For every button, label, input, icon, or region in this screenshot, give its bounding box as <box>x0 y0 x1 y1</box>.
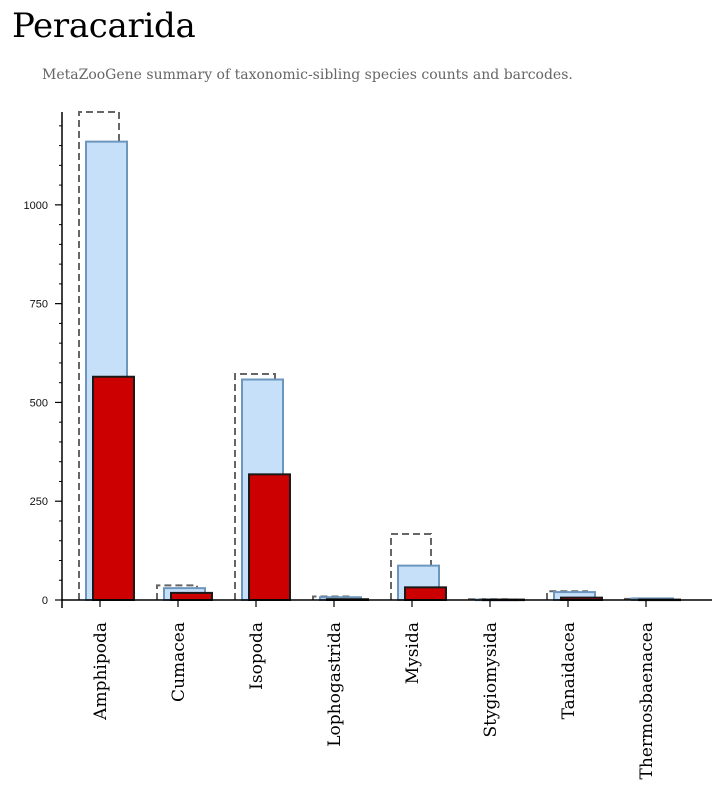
red-bar <box>170 591 213 602</box>
red-bar-series <box>92 375 681 602</box>
x-tick-label: Mysida <box>403 622 423 684</box>
red-bar <box>404 586 447 602</box>
y-axis-ticks: 0 250 500 750 1000 <box>24 200 62 607</box>
x-axis-ticks: Amphipoda Cumacea Isopoda Lophogastrida Mysi… <box>91 600 657 779</box>
x-tick-label: Stygiomysida <box>481 622 501 738</box>
y-tick-label: 1000 <box>24 200 48 212</box>
dashed-bar-series <box>78 111 666 601</box>
x-tick-label: Cumacea <box>169 622 189 702</box>
page-subtitle: MetaZooGene summary of taxonomic-sibling… <box>42 67 573 83</box>
y-tick-label: 0 <box>42 595 48 607</box>
x-tick-label: Isopoda <box>247 622 267 690</box>
y-tick-label: 250 <box>30 496 48 508</box>
x-tick-label: Amphipoda <box>91 622 111 721</box>
red-bar <box>248 473 291 601</box>
light-blue-bar-series <box>85 140 674 602</box>
y-tick-label: 750 <box>30 299 48 311</box>
x-tick-label: Tanaidacea <box>559 622 579 719</box>
x-tick-label: Lophogastrida <box>325 622 345 747</box>
x-tick-label: Thermosbaenacea <box>637 622 657 779</box>
page-title: Peracarida <box>12 6 196 46</box>
y-tick-label: 500 <box>30 397 48 409</box>
red-bar <box>92 375 135 601</box>
